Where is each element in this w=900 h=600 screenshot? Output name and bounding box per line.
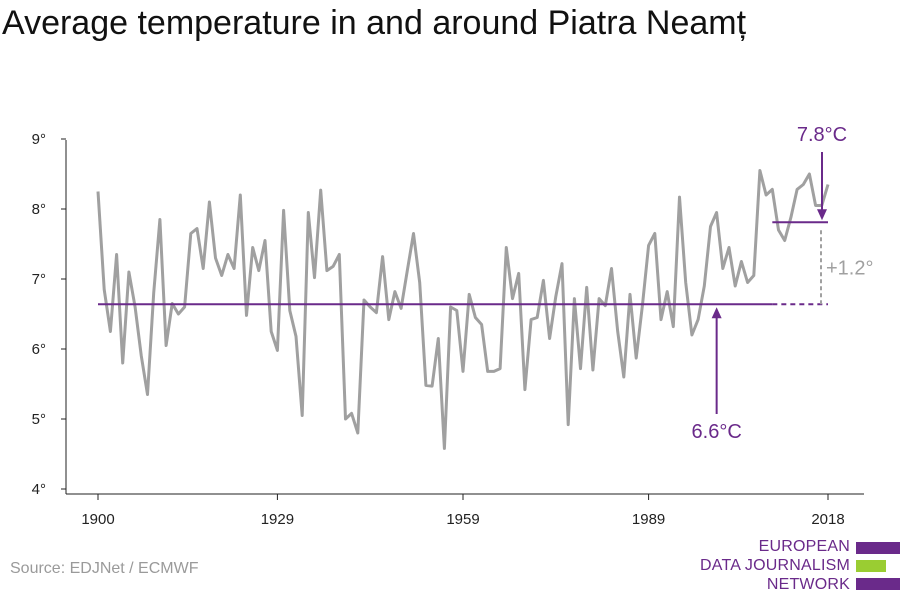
y-tick-label: 8° (32, 201, 46, 218)
chart-title: Average temperature in and around Piatra… (2, 4, 747, 42)
baseline-label: 6.6°C (692, 421, 742, 443)
y-tick-label: 6° (32, 341, 46, 358)
logo-bar-2 (856, 560, 886, 572)
x-tick-label: 1959 (446, 511, 479, 528)
y-tick-label: 5° (32, 411, 46, 428)
y-tick-label: 4° (32, 481, 46, 498)
x-tick-label: 1989 (632, 511, 665, 528)
difference-label: +1.2° (826, 257, 873, 279)
logo-line-3: NETWORK (766, 576, 850, 593)
recent-arrow-head (817, 209, 827, 221)
edjnet-logo: EUROPEAN DATA JOURNALISM NETWORK (700, 538, 900, 598)
logo-line-2: DATA JOURNALISM (700, 557, 850, 574)
baseline-arrow-head (711, 307, 722, 319)
series-layer (96, 169, 830, 450)
temperature-series-line (96, 169, 830, 450)
annotations-layer: +1.2° 6.6°C 7.8°C (98, 124, 873, 443)
x-tick-label: 2018 (811, 511, 844, 528)
x-tick-label: 1929 (261, 511, 294, 528)
x-tick-label: 1900 (81, 511, 114, 528)
logo-bar-1 (856, 542, 900, 554)
logo-line-1: EUROPEAN (758, 538, 850, 555)
logo-bar-3 (856, 578, 900, 590)
recent-label: 7.8°C (797, 124, 847, 146)
axes: 4° 5° 6° 7° 8° 9° 1900 1929 1959 1989 2018 (32, 131, 864, 528)
y-tick-label: 7° (32, 271, 46, 288)
y-tick-label: 9° (32, 131, 46, 148)
source-note: Source: EDJNet / ECMWF (10, 560, 199, 577)
